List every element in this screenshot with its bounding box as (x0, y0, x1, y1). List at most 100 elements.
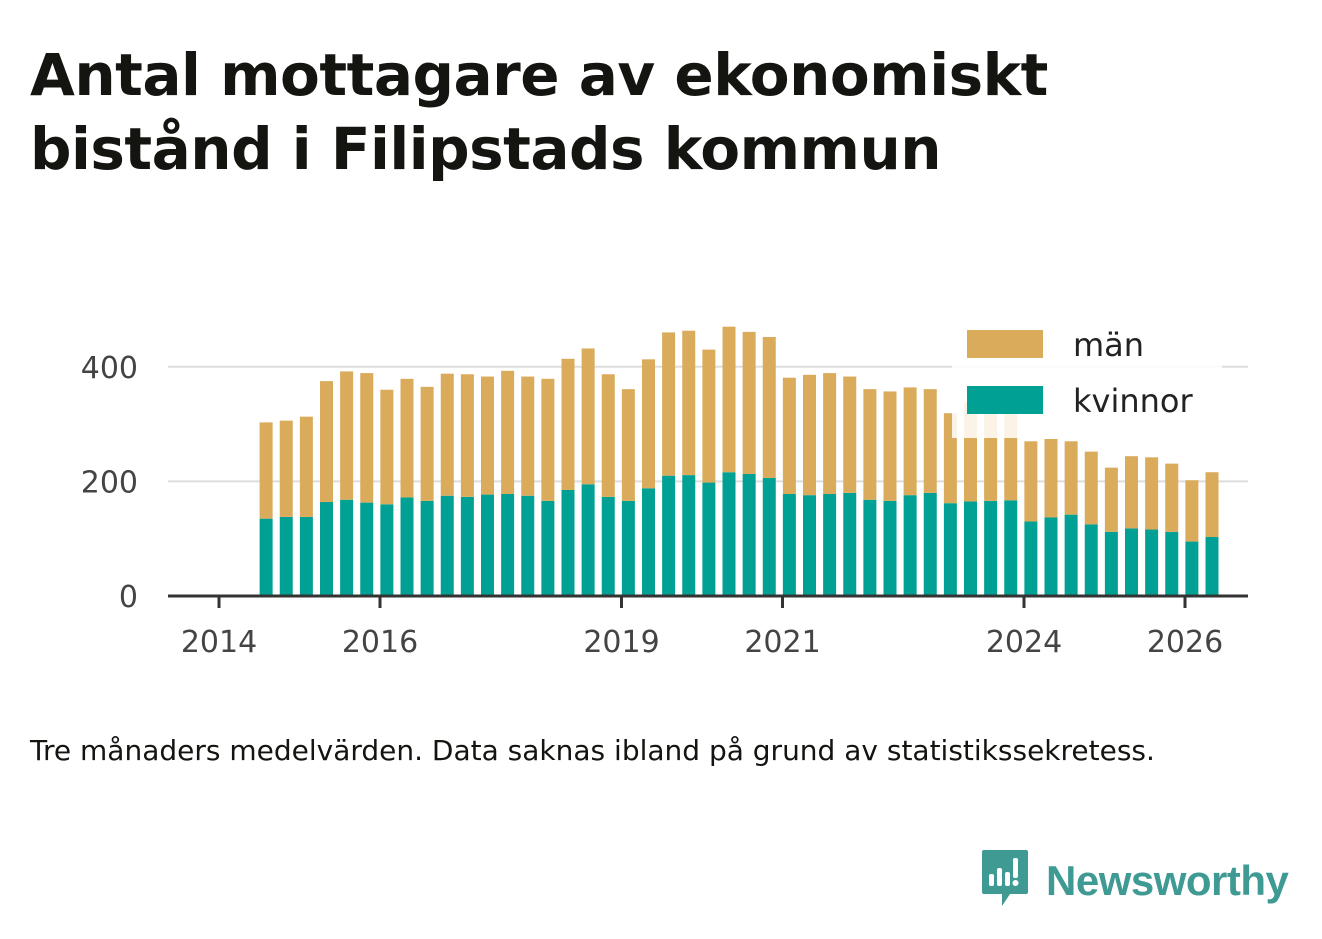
bar-kvinnor (1024, 521, 1038, 596)
bar-kvinnor (400, 497, 414, 596)
bar-kvinnor (521, 495, 535, 596)
bar-kvinnor (360, 502, 374, 596)
bar-kvinnor (340, 499, 354, 596)
bar-kvinnor (1004, 500, 1018, 596)
bar-man (320, 381, 333, 503)
bar-kvinnor (682, 475, 696, 596)
x-tick-label: 2021 (744, 625, 820, 660)
bar-man (702, 349, 716, 483)
bar-kvinnor (883, 500, 897, 596)
bar-kvinnor (460, 496, 474, 596)
legend-swatch (967, 330, 1043, 358)
bar-kvinnor (1125, 528, 1138, 596)
bar-man (1044, 438, 1058, 518)
x-tick-label: 2024 (986, 625, 1062, 660)
bar-kvinnor (903, 495, 917, 596)
bar-man (360, 373, 374, 503)
bar-kvinnor (662, 475, 676, 596)
bar-kvinnor (702, 482, 716, 596)
bar-kvinnor (923, 492, 937, 596)
bar-kvinnor (1205, 536, 1219, 596)
bar-kvinnor (964, 501, 977, 596)
bar-kvinnor (782, 494, 796, 596)
bar-kvinnor (943, 503, 957, 596)
bar-man (1084, 451, 1098, 525)
bar-man (803, 374, 816, 496)
bar-kvinnor (501, 494, 515, 596)
bar-kvinnor (259, 518, 273, 596)
bar-man (481, 376, 494, 495)
bar-kvinnor (742, 473, 756, 596)
bar-kvinnor (803, 495, 816, 596)
bar-man (782, 377, 796, 495)
bar-kvinnor (1064, 514, 1078, 596)
x-axis: 2014 2016 2019 2021 2024 2026 (168, 594, 1248, 660)
legend-swatch (967, 386, 1043, 414)
bar-man (863, 389, 877, 500)
y-tick-label: 200 (81, 465, 138, 500)
bar-kvinnor (541, 500, 555, 596)
bar-kvinnor (1165, 531, 1179, 596)
bar-man (279, 420, 293, 517)
bar-man (420, 386, 434, 501)
bar-kvinnor (1104, 531, 1118, 596)
bar-man (762, 337, 776, 478)
bar-kvinnor (1145, 529, 1159, 596)
x-tick-label: 2026 (1147, 625, 1223, 660)
brand-logo[interactable]: Newsworthy (980, 848, 1289, 914)
bars (259, 326, 1219, 596)
bar-man (501, 370, 515, 495)
bar-kvinnor (561, 489, 575, 596)
y-tick-label: 400 (81, 351, 138, 386)
legend: män kvinnor (952, 320, 1222, 438)
chart-title: Antal mottagare av ekonomiskt bistånd i … (30, 41, 1048, 183)
bar-man (1104, 467, 1118, 532)
y-tick-label: 0 (119, 580, 138, 615)
bar-kvinnor (1044, 517, 1058, 596)
bar-man (883, 391, 897, 501)
bar-man (1024, 441, 1038, 522)
bar-man (1145, 457, 1159, 530)
bar-man (460, 374, 474, 497)
bar-man (843, 376, 857, 493)
bar-man (440, 373, 454, 496)
bar-kvinnor (823, 494, 837, 596)
bar-kvinnor (279, 516, 293, 596)
bar-kvinnor (601, 496, 615, 596)
brand-name: Newsworthy (1046, 857, 1289, 904)
bar-kvinnor (722, 472, 736, 596)
bar-man (259, 422, 273, 519)
bar-man (1165, 463, 1179, 532)
bar-man (581, 348, 595, 485)
y-axis-ticks: 0 200 400 (81, 351, 138, 615)
bar-kvinnor (440, 495, 454, 596)
stacked-bar-chart: 0 200 400 2014 2016 2019 2021 2024 2026 män kvin… (81, 320, 1248, 660)
bar-kvinnor (320, 502, 333, 596)
bar-man (722, 326, 736, 473)
bar-man (521, 376, 535, 496)
bar-man (903, 387, 917, 496)
bar-man (1125, 456, 1138, 529)
bar-kvinnor (581, 484, 595, 596)
bar-man (400, 378, 414, 498)
bar-kvinnor (621, 500, 635, 596)
bar-man (823, 373, 837, 495)
bar-man (299, 416, 313, 517)
bar-man (380, 389, 394, 505)
bar-kvinnor (984, 500, 998, 596)
bar-man (662, 332, 676, 476)
bar-kvinnor (1084, 524, 1098, 596)
x-tick-label: 2014 (181, 625, 257, 660)
bar-kvinnor (1185, 541, 1199, 596)
bar-man (642, 359, 655, 489)
bar-man (1205, 472, 1219, 537)
legend-label: kvinnor (1073, 382, 1194, 420)
x-tick-label: 2016 (342, 625, 418, 660)
bar-man (561, 358, 575, 490)
bar-kvinnor (299, 516, 313, 596)
x-tick-label: 2019 (583, 625, 659, 660)
bar-kvinnor (380, 504, 394, 596)
bar-kvinnor (642, 488, 655, 596)
bar-man (541, 378, 555, 501)
legend-label: män (1073, 326, 1144, 364)
